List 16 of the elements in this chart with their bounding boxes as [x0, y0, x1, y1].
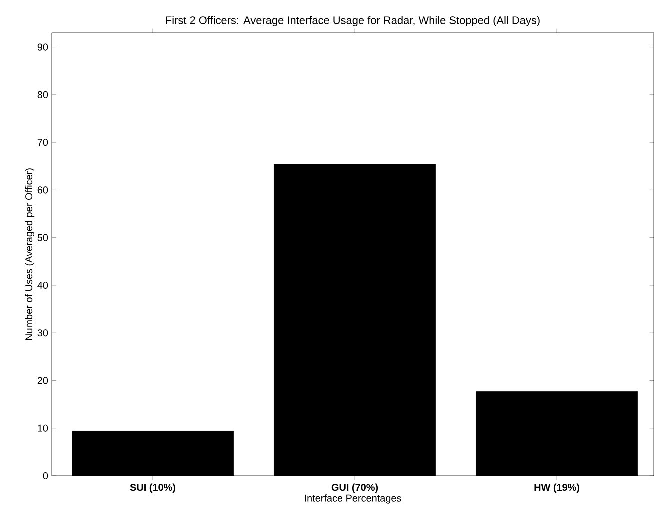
y-tick-label: 20 — [38, 377, 48, 384]
chart-title: First 2 Officers: Average Interface Usage for Radar, While Stopped (All Days) — [166, 16, 540, 26]
y-tick-label: 90 — [38, 44, 48, 51]
y-tick-label: 80 — [38, 91, 48, 98]
y-axis-title: Number of Uses (Averaged per Officer) — [25, 168, 35, 340]
y-tick-label: 70 — [38, 139, 48, 146]
x-tick-label: HW (19%) — [534, 484, 580, 494]
x-axis-title: Interface Percentages — [305, 494, 402, 504]
y-tick-label: 60 — [38, 186, 48, 194]
y-tick-label: 0 — [43, 472, 48, 480]
y-tick-label: 10 — [38, 424, 48, 432]
y-tick-label: 30 — [38, 330, 48, 337]
x-tick-label: SUI (10%) — [130, 484, 176, 494]
y-tick-label: 50 — [38, 234, 48, 242]
y-tick-label: 40 — [38, 282, 48, 289]
x-tick-label: GUI (70%) — [332, 484, 378, 494]
